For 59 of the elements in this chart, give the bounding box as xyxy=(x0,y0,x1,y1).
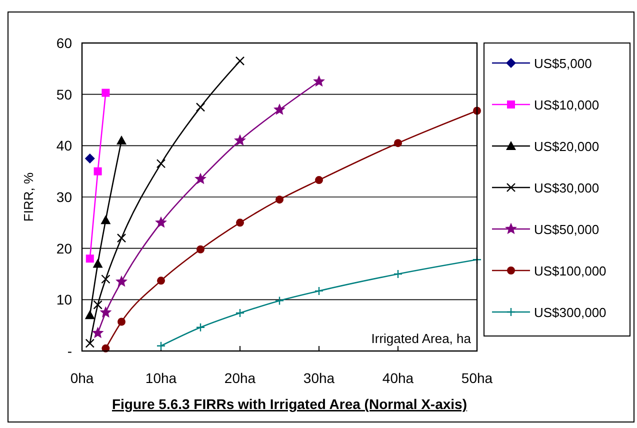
point xyxy=(314,286,324,296)
y-axis-title: FIRR, % xyxy=(21,172,36,222)
y-tick-label: 20 xyxy=(56,240,72,256)
point xyxy=(315,176,323,184)
point xyxy=(394,139,402,148)
point xyxy=(196,102,206,112)
point xyxy=(156,341,166,350)
point xyxy=(93,300,102,310)
text: Figure 5.6.3 FIRRs with Irrigated Area (Normal X-axis) xyxy=(112,396,468,412)
point xyxy=(84,310,95,320)
point xyxy=(118,318,126,326)
point xyxy=(116,233,126,243)
x-tick-label: 0ha xyxy=(70,370,94,386)
legend-label: US$30,000 xyxy=(534,180,600,196)
x-tick-label: 40ha xyxy=(382,370,414,386)
y-tick-label: - xyxy=(67,343,72,359)
legend-label: US$300,000 xyxy=(534,305,606,320)
x-tick-label: 20ha xyxy=(224,370,256,386)
point xyxy=(116,136,126,145)
point xyxy=(92,327,104,338)
point xyxy=(393,269,403,279)
point xyxy=(116,276,128,286)
point xyxy=(100,306,112,318)
point xyxy=(101,274,110,284)
point xyxy=(157,276,165,285)
point xyxy=(274,296,284,306)
x-tick-label: 10ha xyxy=(145,370,177,386)
point xyxy=(156,159,166,168)
legend-label: US$5,000 xyxy=(534,56,592,71)
legend-label: US$20,000 xyxy=(534,139,600,154)
point xyxy=(235,56,245,66)
point xyxy=(234,134,246,146)
legend-label: US$10,000 xyxy=(534,98,600,112)
x-axis-title: Irrigated Area, ha xyxy=(371,331,472,346)
point xyxy=(313,76,325,86)
point xyxy=(100,215,111,224)
point xyxy=(235,308,245,318)
point xyxy=(276,196,284,204)
point xyxy=(194,173,206,184)
x-tick-label: 30ha xyxy=(303,370,335,386)
x-tick-label: 50ha xyxy=(461,370,493,386)
point xyxy=(86,254,94,263)
point xyxy=(85,338,94,348)
point xyxy=(274,104,286,114)
y-tick-label: 60 xyxy=(56,35,72,51)
legend-label: US$50,000 xyxy=(534,222,600,237)
point xyxy=(196,322,206,332)
point xyxy=(94,167,102,176)
y-tick-label: 10 xyxy=(56,292,72,308)
point xyxy=(236,218,244,227)
legend-label: US$100,000 xyxy=(534,264,606,278)
point xyxy=(92,258,103,268)
y-tick-label: 50 xyxy=(56,86,72,102)
point xyxy=(196,245,204,254)
y-tick-label: 30 xyxy=(56,189,72,205)
point xyxy=(102,88,110,97)
point xyxy=(84,154,95,164)
point xyxy=(155,216,167,228)
y-tick-label: 40 xyxy=(56,138,72,154)
